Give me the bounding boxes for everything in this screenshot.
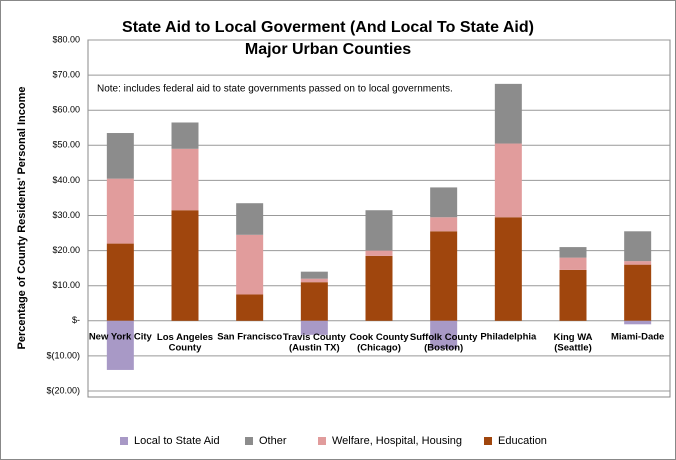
bar-segment xyxy=(300,282,328,321)
legend-label: Welfare, Hospital, Housing xyxy=(332,435,462,447)
legend-swatch xyxy=(484,437,492,445)
y-axis-label: Percentage of County Residents' Personal… xyxy=(16,86,28,349)
x-tick-label: Suffolk County (Boston) xyxy=(410,331,478,353)
bar-segment xyxy=(300,320,328,335)
y-tick-label: $30.00 xyxy=(52,210,80,220)
legend-label: Other xyxy=(259,435,287,447)
bar-segment xyxy=(494,143,522,218)
bar-segment xyxy=(365,250,393,256)
bar-segment xyxy=(171,210,199,321)
bar-segment xyxy=(494,217,522,321)
bar-segment xyxy=(236,203,264,235)
bar-segment xyxy=(236,294,264,321)
legend-label: Education xyxy=(498,435,547,447)
annotation: Note: includes federal aid to state gove… xyxy=(97,84,453,95)
bar-segment xyxy=(106,133,134,179)
x-tick-label: San Francisco xyxy=(217,331,282,342)
y-tick-label: $60.00 xyxy=(52,105,80,115)
bar-segment xyxy=(430,231,458,321)
bar-segment xyxy=(171,122,199,149)
bar-segment xyxy=(559,269,587,321)
legend-label: Local to State Aid xyxy=(134,435,220,447)
bar-segment xyxy=(494,83,522,144)
chart-subtitle: Major Urban Counties xyxy=(245,41,411,58)
bar-segment xyxy=(430,217,458,232)
chart-title: State Aid to Local Goverment (And Local … xyxy=(122,19,534,36)
y-tick-label: $50.00 xyxy=(52,140,80,150)
bar-segment xyxy=(171,148,199,211)
y-tick-label: $40.00 xyxy=(52,175,80,185)
x-tick-label: Los Angeles County xyxy=(157,331,213,353)
y-tick-label: $10.00 xyxy=(52,280,80,290)
bar-segment xyxy=(430,187,458,218)
bar-segment xyxy=(559,247,587,258)
bar-segment xyxy=(624,231,652,262)
bar-segment xyxy=(300,271,328,279)
bar-segment xyxy=(624,264,652,321)
bar-segment xyxy=(106,178,134,244)
x-tick-label: Miami-Dade xyxy=(611,331,664,342)
bar-segment xyxy=(236,234,264,295)
x-tick-label: King WA (Seattle) xyxy=(553,331,592,353)
legend-swatch xyxy=(245,437,253,445)
bar-segment xyxy=(300,278,328,283)
x-tick-label: Philadelphia xyxy=(480,331,537,342)
x-tick-label: Cook County (Chicago) xyxy=(349,331,409,353)
bar-segment xyxy=(624,261,652,265)
y-tick-label: $(10.00) xyxy=(46,350,80,360)
y-tick-label: $80.00 xyxy=(52,34,80,44)
bar-segment xyxy=(430,320,458,349)
x-tick-label: New York City xyxy=(89,331,153,342)
bar-segment xyxy=(106,320,134,370)
bar-segment xyxy=(106,243,134,321)
bar-segment xyxy=(365,210,393,251)
y-tick-label: $- xyxy=(72,315,80,325)
y-tick-label: $20.00 xyxy=(52,245,80,255)
y-tick-label: $(20.00) xyxy=(46,385,80,395)
bar-segment xyxy=(624,320,652,325)
legend-swatch xyxy=(318,437,326,445)
x-tick-label: Travis County (Austin TX) xyxy=(283,331,347,353)
bar-segment xyxy=(559,257,587,270)
bar-segment xyxy=(365,255,393,321)
y-tick-label: $70.00 xyxy=(52,69,80,79)
legend-swatch xyxy=(120,437,128,445)
